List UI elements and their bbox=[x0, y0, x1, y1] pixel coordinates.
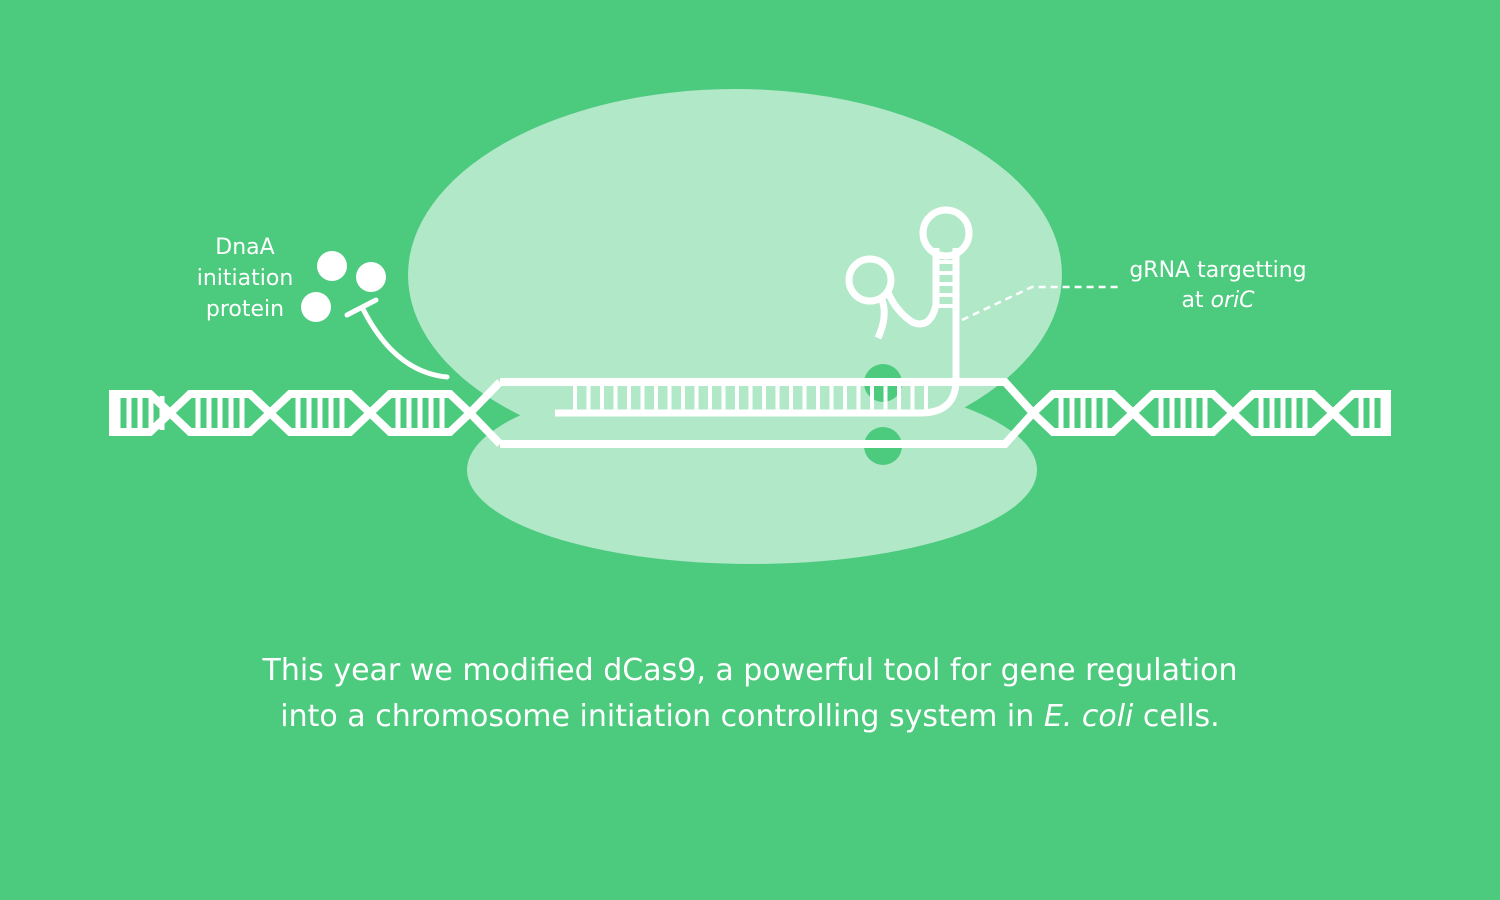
dnaa-protein-2 bbox=[356, 262, 386, 292]
grna-label: gRNA targetting at oriC bbox=[1112, 256, 1324, 316]
grna-top-loop bbox=[919, 206, 973, 260]
dna-base-pairs bbox=[115, 396, 1386, 430]
grna-label-line2: at oriC bbox=[1112, 286, 1324, 316]
grna-tail bbox=[874, 298, 888, 340]
grna-stem-left bbox=[884, 248, 940, 328]
dcas9-protein bbox=[408, 89, 1062, 564]
grna-hairpin-pairs bbox=[938, 260, 954, 308]
inhibition-arrow-curve bbox=[360, 306, 450, 380]
dna-strand-left-bottom bbox=[110, 407, 503, 447]
dnaa-label: DnaA initiation protein bbox=[170, 232, 320, 325]
grna-small-loop bbox=[845, 255, 895, 305]
dna-open-top-strand bbox=[500, 378, 1036, 416]
caption-line1: This year we modified dCas9, a powerful … bbox=[262, 653, 1238, 688]
dnaa-protein-3 bbox=[301, 292, 331, 322]
caption-line2-prefix: into a chromosome initiation controlling… bbox=[280, 699, 1044, 734]
dcas9-upper-lobe bbox=[408, 89, 1062, 461]
dna-helix bbox=[109, 378, 1391, 448]
grna-label-line1: gRNA targetting bbox=[1129, 258, 1307, 283]
grna-dna-pairs bbox=[573, 386, 928, 410]
dna-strand-right-bottom bbox=[1030, 407, 1390, 436]
grna-leader-line bbox=[961, 285, 1122, 322]
dcas9-lower-lobe bbox=[467, 376, 1037, 564]
grna-label-oric: oriC bbox=[1210, 288, 1255, 313]
dnaa-label-line3: protein bbox=[205, 297, 285, 322]
dnaa-proteins bbox=[301, 251, 386, 322]
caption-line2: into a chromosome initiation controlling… bbox=[150, 694, 1350, 740]
dna-open-bottom-strand bbox=[500, 410, 1036, 448]
caption: This year we modified dCas9, a powerful … bbox=[150, 648, 1350, 740]
inhibition-arrow bbox=[344, 297, 450, 380]
caption-line2-suffix: cells. bbox=[1133, 699, 1220, 734]
inhibition-arrow-bar bbox=[344, 297, 379, 318]
dna-strand-right-top bbox=[1030, 390, 1390, 419]
dnaa-label-line1: DnaA bbox=[215, 235, 275, 260]
grna-label-line2-prefix: at bbox=[1181, 288, 1211, 313]
grna-strand bbox=[555, 248, 960, 417]
caption-ecoli: E. coli bbox=[1043, 699, 1134, 734]
dnaa-label-line2: initiation bbox=[196, 266, 294, 291]
grna bbox=[555, 206, 973, 417]
dnaa-protein-1 bbox=[317, 251, 347, 281]
